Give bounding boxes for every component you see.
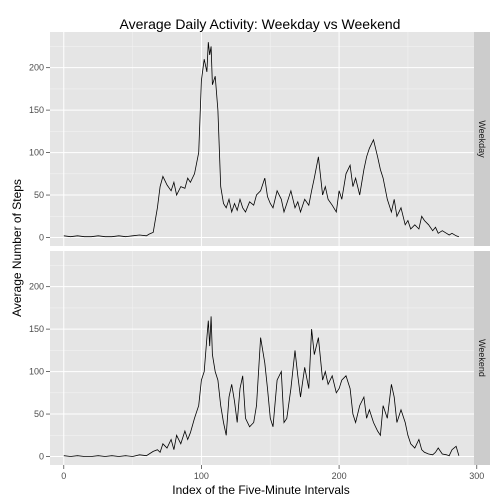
y-tick-label: 100 (29, 367, 44, 377)
x-tick-label: 0 (61, 471, 66, 481)
series-line-weekday (63, 42, 460, 238)
panel-weekend: Weekend (50, 251, 490, 465)
series-line-weekend (63, 316, 460, 457)
facet-strip-label: Weekend (477, 339, 487, 377)
y-tick-label: 0 (39, 452, 44, 462)
x-tick-label: 100 (194, 471, 209, 481)
y-tick-label: 200 (29, 282, 44, 292)
y-tick-label: 0 (39, 233, 44, 243)
x-tick-label: 300 (469, 471, 484, 481)
panel-background (50, 251, 474, 465)
facet-strip (474, 251, 490, 465)
y-tick-label: 150 (29, 324, 44, 334)
x-axis: 0 100 200 300 (61, 465, 484, 481)
panel-background (50, 32, 474, 246)
facet-strip-label: Weekday (477, 120, 487, 158)
y-axes: 0 50 100 150 200 0 50 100 150 200 (29, 63, 50, 462)
facet-strip (474, 32, 490, 246)
x-tick-label: 200 (332, 471, 347, 481)
y-tick-label: 50 (34, 409, 44, 419)
y-tick-label: 100 (29, 148, 44, 158)
panel-weekday: Weekday (50, 32, 490, 246)
y-tick-label: 200 (29, 63, 44, 73)
x-axis-label: Index of the Five-Minute Intervals (172, 483, 349, 497)
y-axis-label: Average Number of Steps (10, 179, 24, 317)
chart-panels: Weekday Weekend (50, 32, 490, 465)
chart-title: Average Daily Activity: Weekday vs Weeke… (120, 16, 401, 32)
y-tick-label: 50 (34, 190, 44, 200)
y-tick-label: 150 (29, 105, 44, 115)
